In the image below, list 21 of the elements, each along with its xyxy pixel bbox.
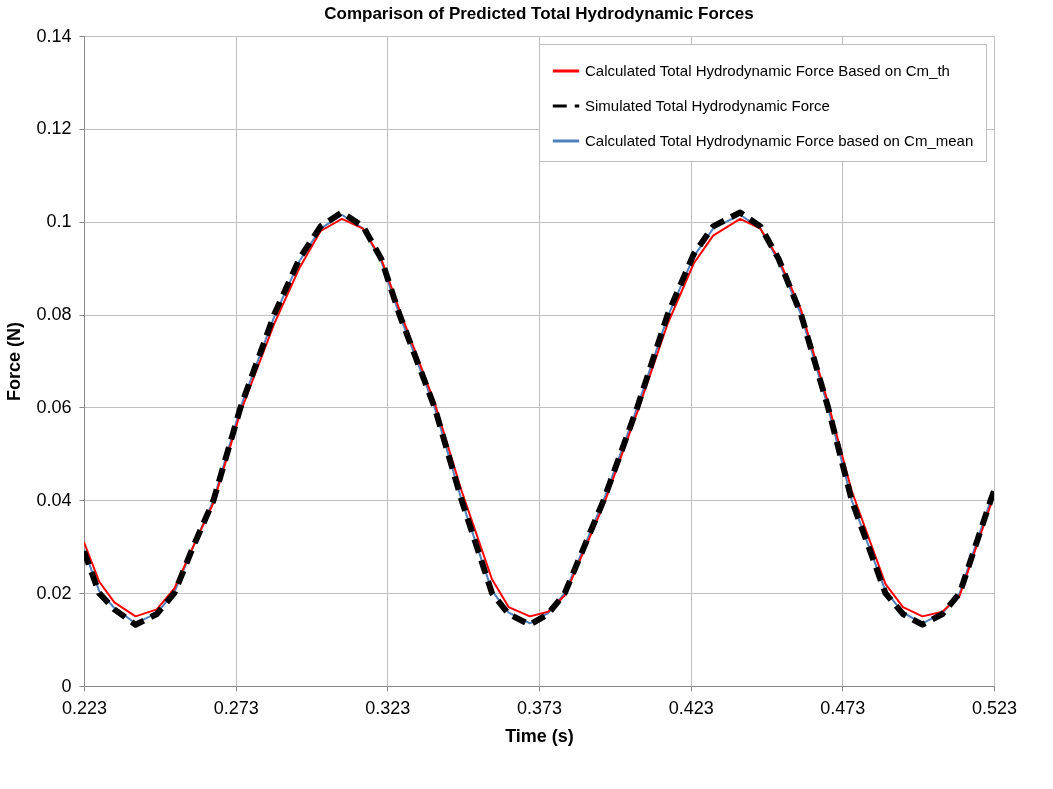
y-tick-label: 0.04 bbox=[36, 489, 72, 510]
y-tick-label: 0.06 bbox=[36, 396, 72, 417]
x-tick-label: 0.323 bbox=[365, 697, 411, 718]
x-axis-title: Time (s) bbox=[505, 725, 574, 746]
legend-label: Simulated Total Hydrodynamic Force bbox=[585, 97, 830, 114]
y-axis-title: Force (N) bbox=[4, 321, 25, 402]
y-tick-label: 0.08 bbox=[36, 304, 72, 325]
chart-title: Comparison of Predicted Total Hydrodynamic Forces bbox=[324, 4, 754, 23]
y-tick-label: 0.02 bbox=[36, 582, 72, 603]
x-tick-label: 0.423 bbox=[668, 697, 714, 718]
x-tick-label: 0.273 bbox=[213, 697, 259, 718]
legend-label: Calculated Total Hydrodynamic Force based on Cm_mean bbox=[585, 132, 974, 149]
y-tick-label: 0.12 bbox=[36, 118, 72, 139]
x-tick-label: 0.523 bbox=[971, 697, 1018, 718]
y-tick-label: 0.14 bbox=[36, 25, 72, 46]
y-tick-label: 0 bbox=[61, 675, 72, 696]
x-tick-label: 0.473 bbox=[820, 697, 866, 718]
x-tick-label: 0.373 bbox=[516, 697, 563, 718]
x-tick-label: 0.223 bbox=[61, 697, 108, 718]
legend-label: Calculated Total Hydrodynamic Force Based on Cm_th bbox=[585, 62, 950, 79]
y-tick-label: 0.1 bbox=[46, 211, 72, 232]
